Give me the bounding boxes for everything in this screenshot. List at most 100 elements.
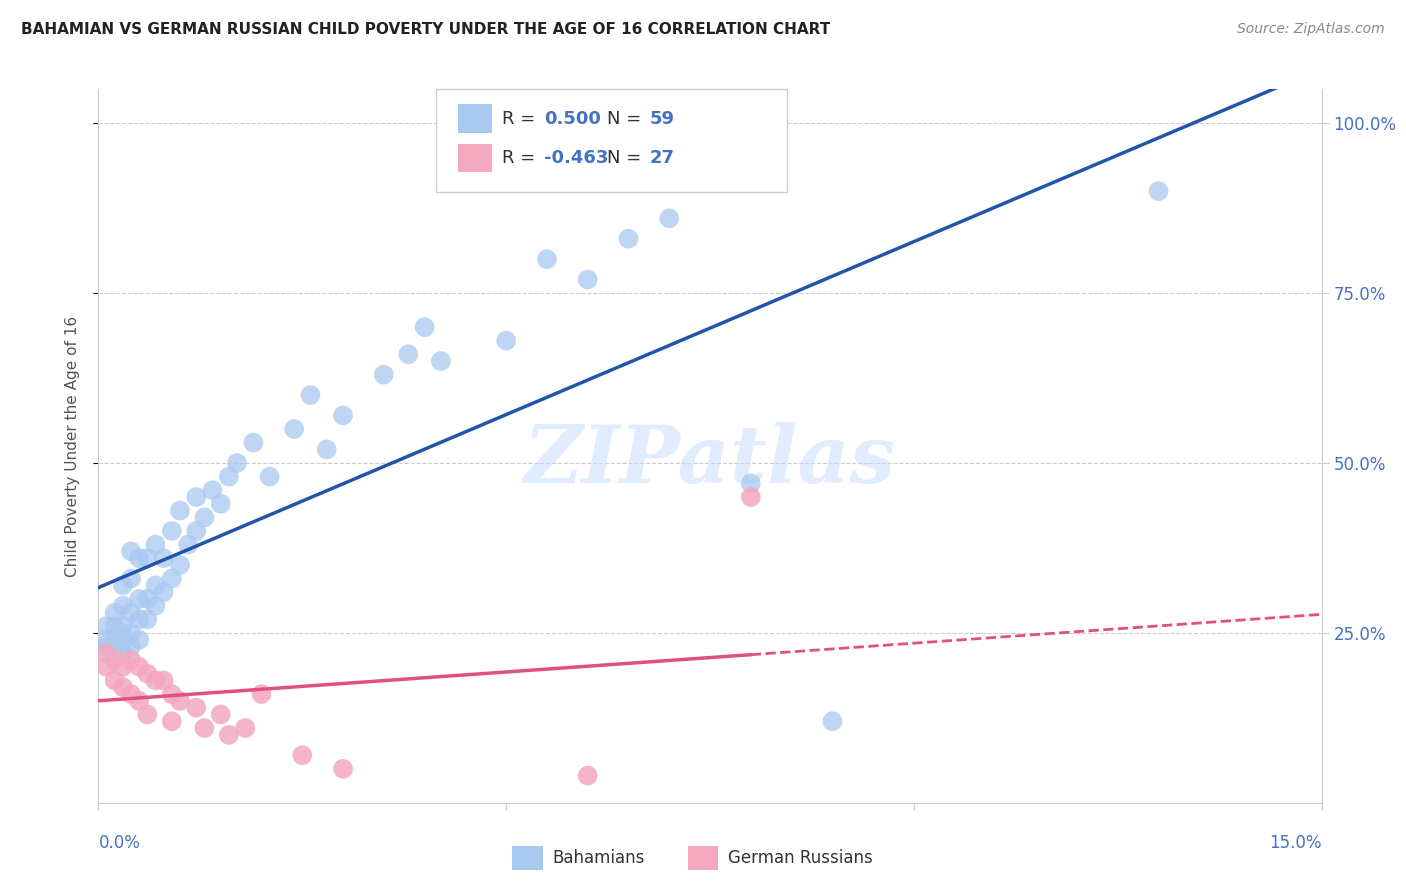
Point xyxy=(169,503,191,517)
Point xyxy=(250,687,273,701)
Point xyxy=(193,721,215,735)
Point xyxy=(495,334,517,348)
Text: N =: N = xyxy=(607,149,647,167)
Point xyxy=(177,537,200,551)
Point xyxy=(152,585,174,599)
Point xyxy=(396,347,419,361)
Point xyxy=(136,551,159,566)
Point xyxy=(145,599,167,613)
Point xyxy=(111,680,134,694)
Point xyxy=(658,211,681,226)
Point xyxy=(136,707,159,722)
Point xyxy=(315,442,337,457)
Point xyxy=(120,544,142,558)
Point xyxy=(104,619,127,633)
Point xyxy=(145,578,167,592)
Point xyxy=(104,632,127,647)
Point xyxy=(186,524,208,538)
Point xyxy=(104,606,127,620)
Point xyxy=(96,646,118,660)
Point xyxy=(332,762,354,776)
Point xyxy=(186,490,208,504)
Point xyxy=(96,660,118,674)
Point xyxy=(299,388,322,402)
Point xyxy=(145,673,167,688)
Point xyxy=(242,435,264,450)
Point xyxy=(209,707,232,722)
Point xyxy=(120,626,142,640)
Point xyxy=(128,612,150,626)
Point xyxy=(193,510,215,524)
Point xyxy=(111,632,134,647)
Point xyxy=(128,660,150,674)
Point xyxy=(120,572,142,586)
Point xyxy=(186,700,208,714)
Point xyxy=(160,572,183,586)
Point xyxy=(111,646,134,660)
Point xyxy=(209,497,232,511)
Point xyxy=(218,469,240,483)
Point xyxy=(152,551,174,566)
Point xyxy=(120,606,142,620)
Point xyxy=(120,687,142,701)
Point xyxy=(576,769,599,783)
Point xyxy=(233,721,256,735)
Point xyxy=(120,640,142,654)
Text: 0.0%: 0.0% xyxy=(98,834,141,852)
Point xyxy=(136,666,159,681)
Point xyxy=(111,660,134,674)
Point xyxy=(152,673,174,688)
Text: 27: 27 xyxy=(650,149,675,167)
Text: Source: ZipAtlas.com: Source: ZipAtlas.com xyxy=(1237,22,1385,37)
Point xyxy=(160,687,183,701)
Point xyxy=(96,619,118,633)
Point xyxy=(104,653,127,667)
Point xyxy=(291,748,314,763)
Text: 15.0%: 15.0% xyxy=(1270,834,1322,852)
Point xyxy=(201,483,224,498)
Point xyxy=(373,368,395,382)
Point xyxy=(413,320,436,334)
Text: R =: R = xyxy=(502,149,541,167)
Point xyxy=(96,640,118,654)
Point xyxy=(1147,184,1170,198)
Point xyxy=(169,694,191,708)
Text: ZIPatlas: ZIPatlas xyxy=(524,422,896,499)
Point xyxy=(740,476,762,491)
Point xyxy=(617,232,640,246)
Point xyxy=(104,640,127,654)
Text: 59: 59 xyxy=(650,110,675,128)
Point xyxy=(128,694,150,708)
Point xyxy=(111,619,134,633)
Point xyxy=(536,252,558,266)
Point xyxy=(160,524,183,538)
Text: BAHAMIAN VS GERMAN RUSSIAN CHILD POVERTY UNDER THE AGE OF 16 CORRELATION CHART: BAHAMIAN VS GERMAN RUSSIAN CHILD POVERTY… xyxy=(21,22,831,37)
Point xyxy=(283,422,305,436)
Text: N =: N = xyxy=(607,110,647,128)
Point xyxy=(218,728,240,742)
Point xyxy=(226,456,249,470)
Point xyxy=(740,490,762,504)
Point xyxy=(145,537,167,551)
Point xyxy=(128,551,150,566)
Point xyxy=(111,578,134,592)
Text: R =: R = xyxy=(502,110,541,128)
Point xyxy=(120,653,142,667)
Text: 0.500: 0.500 xyxy=(544,110,600,128)
Point xyxy=(128,632,150,647)
Text: -0.463: -0.463 xyxy=(544,149,609,167)
Point xyxy=(821,714,844,729)
Point xyxy=(332,409,354,423)
Point xyxy=(160,714,183,729)
Point xyxy=(169,558,191,572)
Point xyxy=(136,591,159,606)
Text: German Russians: German Russians xyxy=(728,849,873,867)
Y-axis label: Child Poverty Under the Age of 16: Child Poverty Under the Age of 16 xyxy=(65,316,80,576)
Point xyxy=(136,612,159,626)
Point xyxy=(259,469,281,483)
Point xyxy=(111,599,134,613)
Point xyxy=(430,354,453,368)
Point xyxy=(104,673,127,688)
Point xyxy=(128,591,150,606)
Point xyxy=(576,272,599,286)
